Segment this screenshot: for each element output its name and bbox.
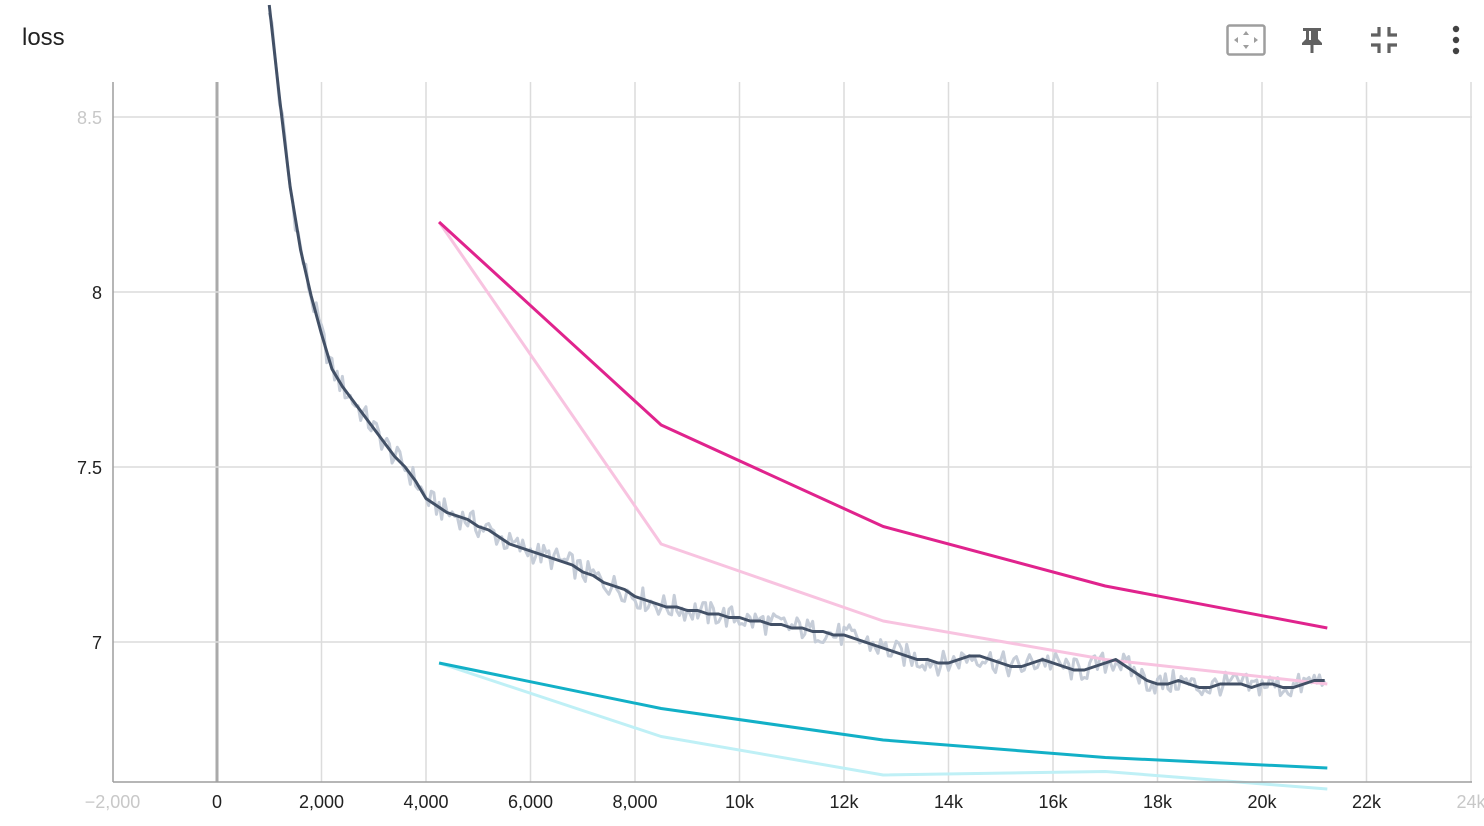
x-tick-label: 22k bbox=[1352, 792, 1382, 812]
pin-icon bbox=[1302, 28, 1322, 53]
x-tick-label: 20k bbox=[1247, 792, 1277, 812]
x-tick-label: 14k bbox=[934, 792, 964, 812]
x-tick-labels: −2,000 0 2,000 4,000 6,000 8,000 10k 12k 14k 16k 1… bbox=[85, 792, 1484, 812]
x-tick-label: 24k bbox=[1456, 792, 1484, 812]
x-tick-label: 10k bbox=[725, 792, 755, 812]
x-tick-label: 16k bbox=[1038, 792, 1068, 812]
y-tick-label: 8.5 bbox=[77, 108, 102, 128]
collapse-icon bbox=[1371, 27, 1397, 53]
x-tick-label: 8,000 bbox=[612, 792, 657, 812]
fit-to-data-icon bbox=[1226, 24, 1266, 56]
chart-grid bbox=[113, 82, 1472, 782]
raw-series-line-0 bbox=[267, 12, 1327, 698]
raw-series-lines bbox=[267, 12, 1328, 791]
raw-series-line-2 bbox=[438, 661, 1328, 791]
more-vert-icon bbox=[1452, 25, 1460, 55]
y-tick-label: 7.5 bbox=[77, 458, 102, 478]
more-button[interactable] bbox=[1434, 20, 1478, 60]
x-tick-label: 6,000 bbox=[508, 792, 553, 812]
raw-series-line-1 bbox=[437, 221, 1328, 686]
smoothed-series-lines bbox=[267, 4, 1328, 770]
y-tick-label: 8 bbox=[92, 283, 102, 303]
y-tick-labels: 8.5 8 7.5 7 bbox=[77, 108, 102, 653]
x-tick-label: 18k bbox=[1143, 792, 1173, 812]
series-line-1 bbox=[438, 220, 1328, 630]
pin-button[interactable] bbox=[1290, 20, 1334, 60]
fit-domain-button[interactable] bbox=[1224, 20, 1268, 60]
x-tick-label: 4,000 bbox=[403, 792, 448, 812]
series-line-0 bbox=[267, 4, 1325, 689]
x-tick-label: 2,000 bbox=[299, 792, 344, 812]
x-tick-label: 0 bbox=[212, 792, 222, 812]
collapse-button[interactable] bbox=[1362, 20, 1406, 60]
series-line-2 bbox=[438, 661, 1328, 770]
chart-axes bbox=[112, 82, 1472, 783]
chart-title: loss bbox=[22, 24, 65, 51]
x-tick-label: −2,000 bbox=[85, 792, 141, 812]
y-tick-label: 7 bbox=[92, 633, 102, 653]
x-tick-label: 12k bbox=[829, 792, 859, 812]
